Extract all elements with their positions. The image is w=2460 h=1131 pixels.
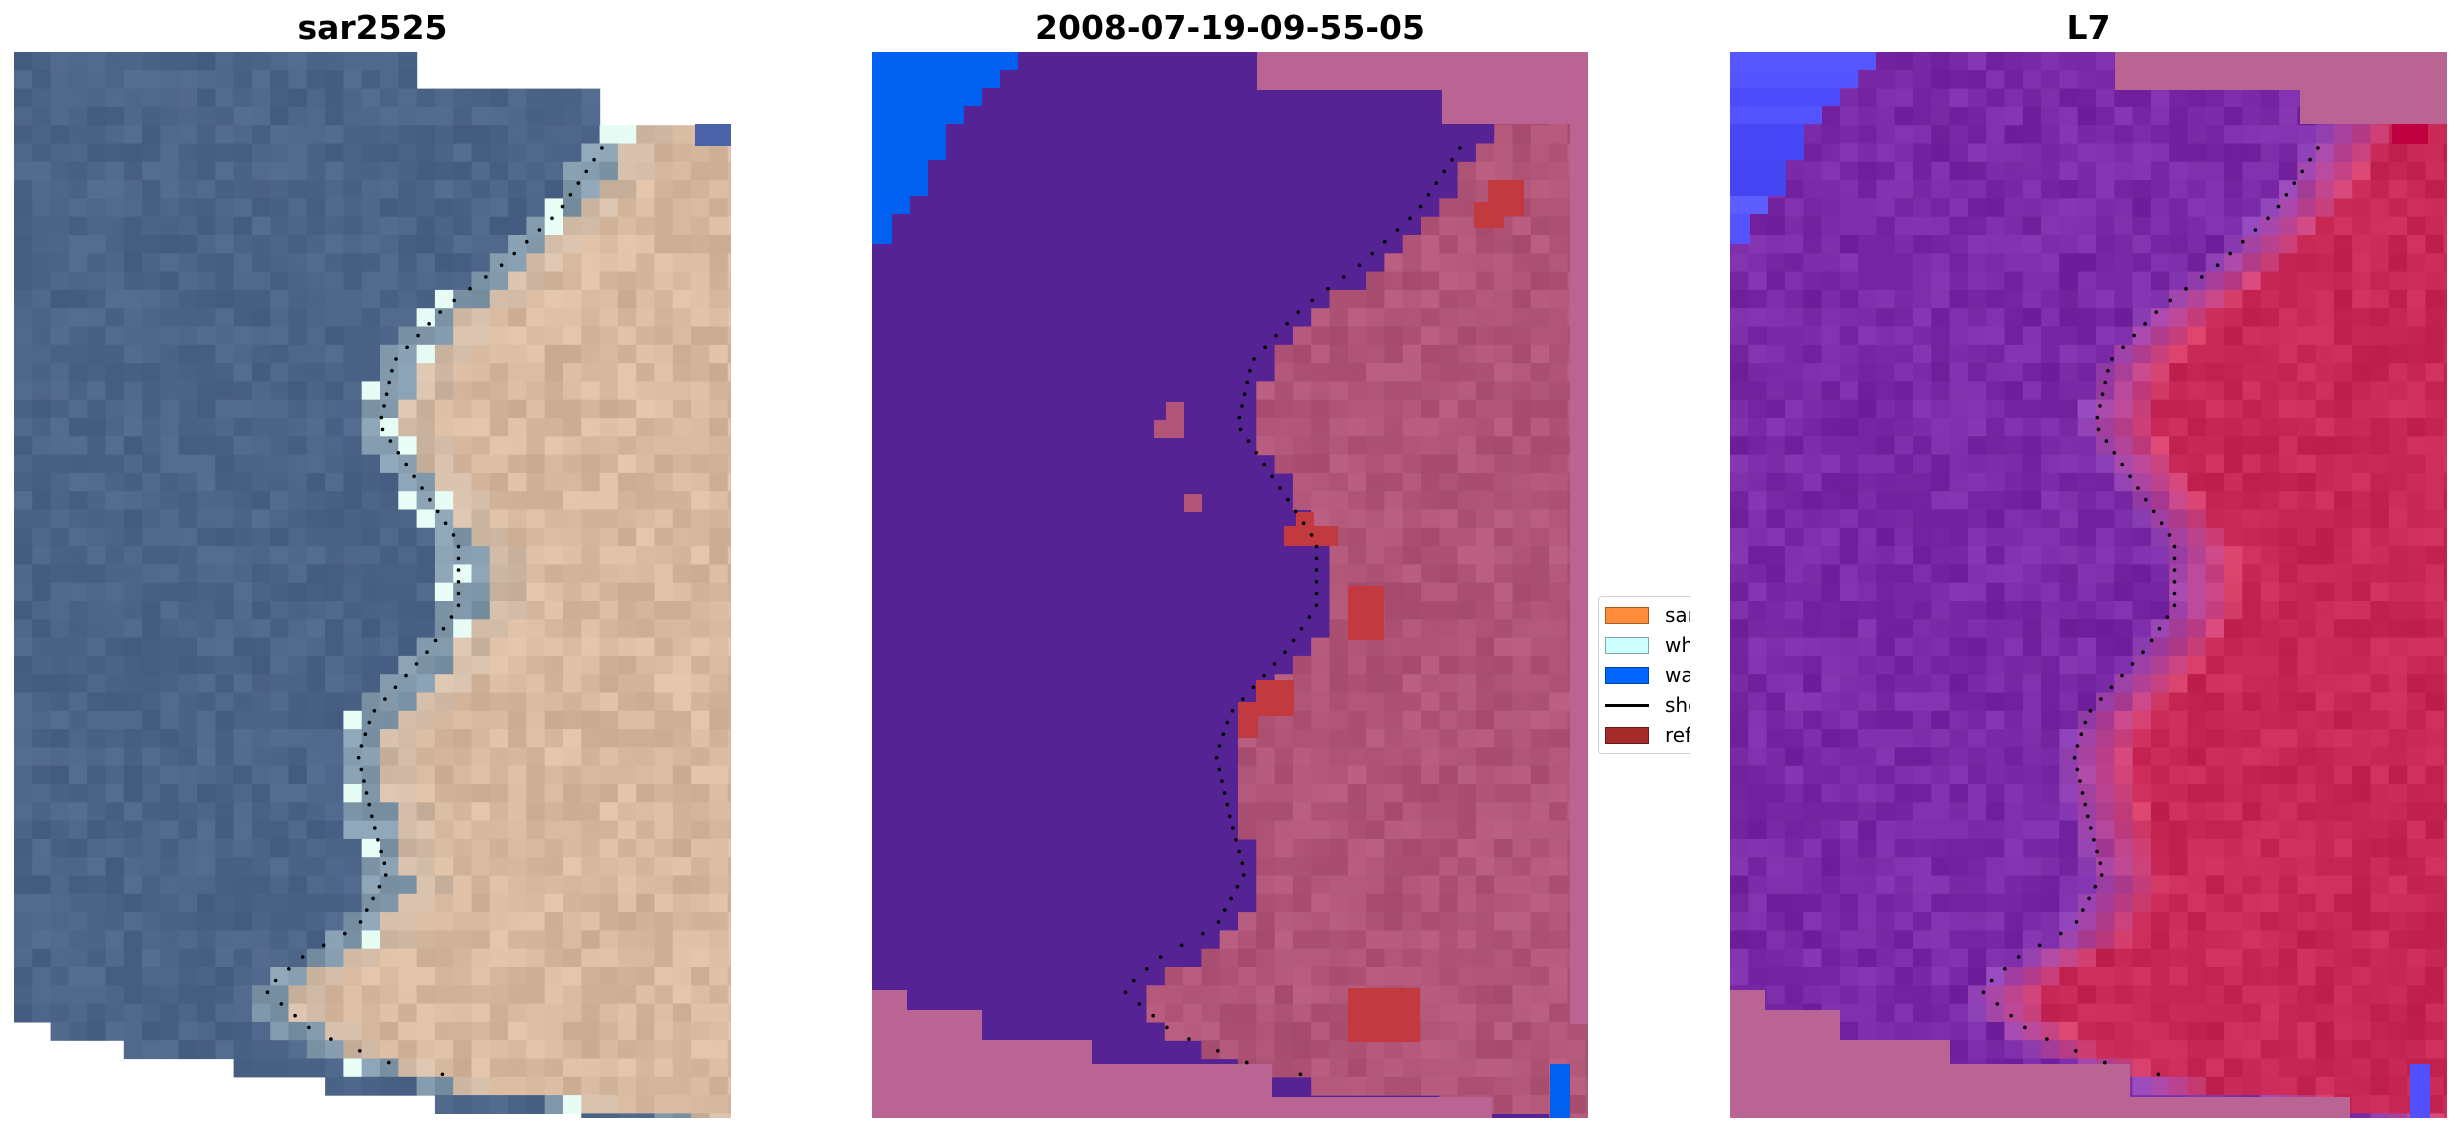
- rgb-pixels: [14, 52, 731, 1118]
- class-water-blue-5: [872, 124, 946, 160]
- legend: sand whitewater water shoreline referenc…: [1598, 596, 1690, 754]
- shoreline-dots: [1981, 146, 2320, 1077]
- class-reference-7: [1238, 702, 1258, 738]
- legend-item-sand: sand: [1605, 603, 1690, 627]
- class-nodata-topright: [1442, 52, 1588, 124]
- index-blue-bottom: [2410, 1064, 2430, 1118]
- legend-label-shoreline: shoreline: [1665, 693, 1690, 717]
- shoreline-dots: [265, 146, 604, 1077]
- panel-title-classification: 2008-07-19-09-55-05: [1035, 8, 1425, 47]
- class-water-blue-bottom: [1550, 1064, 1570, 1118]
- legend-item-reference: reference: [1605, 723, 1690, 747]
- class-water-blue-6: [872, 160, 928, 196]
- legend-label-sand: sand: [1665, 603, 1690, 627]
- legend-label-reference: reference: [1665, 723, 1690, 747]
- index-nodata-topright: [2300, 52, 2447, 124]
- index-corner-patch: [2392, 124, 2428, 144]
- legend-item-water: water: [1605, 663, 1690, 687]
- index-blue-8: [1730, 214, 1750, 244]
- classification-panel: [872, 52, 1588, 1118]
- class-water-blue-1: [872, 52, 1018, 70]
- index-map-panel: [1730, 52, 2447, 1118]
- shoreline-line-swatch: [1605, 703, 1649, 707]
- class-reference-5: [1348, 586, 1384, 640]
- index-nodata-bottom-5: [1730, 1097, 2350, 1118]
- index-blue-7: [1730, 196, 1768, 214]
- class-nodata-right: [1570, 124, 1588, 1024]
- panel-title-index: L7: [2066, 8, 2111, 47]
- class-reference-2: [1474, 202, 1504, 228]
- index-blue-6: [1730, 160, 1786, 196]
- class-water-blue-4: [872, 106, 964, 124]
- class-reference-6: [1256, 680, 1294, 716]
- sand-swatch: [1605, 606, 1649, 624]
- legend-label-water: water: [1665, 663, 1690, 687]
- shoreline-dots: [1123, 146, 1462, 1077]
- class-water-blue-7: [872, 196, 910, 214]
- class-water-blue-2: [872, 70, 1000, 88]
- reference-swatch: [1605, 726, 1649, 744]
- index-blue-4: [1730, 106, 1822, 124]
- whitewater-swatch: [1605, 636, 1649, 654]
- panel-title-rgb: sar2525: [297, 8, 448, 47]
- class-land-blob-2: [1154, 420, 1174, 438]
- legend-item-whitewater: whitewater: [1605, 633, 1690, 657]
- class-water-blue-8: [872, 214, 892, 244]
- rgb-image-panel: [14, 52, 731, 1118]
- class-nodata-bottom-5: [872, 1097, 1492, 1118]
- rgb-corner-patch: [695, 124, 731, 146]
- class-reference-4: [1296, 512, 1314, 530]
- legend-label-whitewater: whitewater: [1665, 633, 1690, 657]
- index-blue-1: [1730, 52, 1876, 70]
- index-blue-5: [1730, 124, 1804, 160]
- index-blue-3: [1730, 88, 1840, 106]
- class-land-blob-3: [1184, 494, 1202, 512]
- class-reference-8: [1348, 988, 1420, 1042]
- water-swatch: [1605, 666, 1649, 684]
- index-pixels: [1730, 52, 2447, 1118]
- index-blue-2: [1730, 70, 1858, 88]
- class-water-blue-3: [872, 88, 982, 106]
- legend-item-shoreline: shoreline: [1605, 693, 1690, 717]
